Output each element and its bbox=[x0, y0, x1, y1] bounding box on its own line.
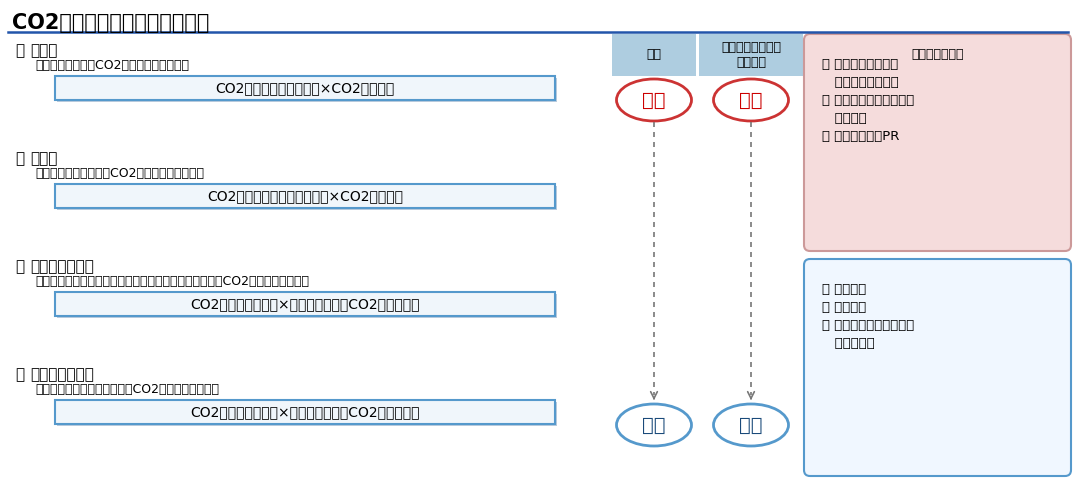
FancyBboxPatch shape bbox=[55, 400, 555, 424]
FancyBboxPatch shape bbox=[804, 34, 1071, 251]
Text: CO2算出方法の概要と位置づけ: CO2算出方法の概要と位置づけ bbox=[12, 13, 210, 33]
Text: 燃料法: 燃料法 bbox=[30, 43, 57, 58]
FancyBboxPatch shape bbox=[57, 294, 557, 318]
Text: ・ 削減対象の詳細評: ・ 削減対象の詳細評 bbox=[822, 58, 898, 71]
FancyBboxPatch shape bbox=[55, 184, 555, 208]
Text: 価及びの経年評価: 価及びの経年評価 bbox=[822, 76, 898, 89]
Text: 利用目的（例）: 利用目的（例） bbox=[911, 48, 964, 62]
FancyBboxPatch shape bbox=[57, 186, 557, 210]
Text: ・ モーダルシフト検討時: ・ モーダルシフト検討時 bbox=[822, 319, 915, 332]
Text: 高い: 高い bbox=[739, 90, 763, 110]
Text: ：燃料使用量からCO2を排出量を算出する: ：燃料使用量からCO2を排出量を算出する bbox=[36, 59, 189, 72]
Text: ・: ・ bbox=[15, 151, 24, 166]
Ellipse shape bbox=[713, 404, 789, 446]
Text: 従来トンキロ法: 従来トンキロ法 bbox=[30, 367, 94, 382]
Text: 高い: 高い bbox=[642, 90, 666, 110]
Text: ・ ステークホルダーへの: ・ ステークホルダーへの bbox=[822, 94, 915, 107]
Text: 低い: 低い bbox=[642, 416, 666, 434]
Text: の比較評価: の比較評価 bbox=[822, 337, 875, 350]
FancyBboxPatch shape bbox=[57, 78, 557, 102]
Text: ：積載率と車両の燃費種類、最大積載量別の輸送量からCO2排出量を算出する: ：積載率と車両の燃費種類、最大積載量別の輸送量からCO2排出量を算出する bbox=[36, 275, 309, 288]
FancyBboxPatch shape bbox=[55, 76, 555, 100]
Text: CO2排出量＝輸送量×従来トンキロ法CO2排出原単位: CO2排出量＝輸送量×従来トンキロ法CO2排出原単位 bbox=[190, 405, 420, 419]
Text: ・: ・ bbox=[15, 259, 24, 274]
FancyBboxPatch shape bbox=[55, 292, 555, 316]
Text: ・ 削減貢献量のPR: ・ 削減貢献量のPR bbox=[822, 130, 900, 143]
Text: CO2排出量＝輸送量×改良トンキロ法CO2排出原単位: CO2排出量＝輸送量×改良トンキロ法CO2排出原単位 bbox=[190, 297, 420, 311]
Ellipse shape bbox=[617, 404, 692, 446]
Text: CO2排出量＝輸送距離／燃費×CO2排出係数: CO2排出量＝輸送距離／燃費×CO2排出係数 bbox=[207, 189, 404, 203]
Text: 運送事業者の協力
の必要性: 運送事業者の協力 の必要性 bbox=[721, 41, 781, 69]
Text: 精度: 精度 bbox=[647, 48, 662, 62]
Text: 改良トンキロ法: 改良トンキロ法 bbox=[30, 259, 94, 274]
Text: ・ 簡易推計: ・ 簡易推計 bbox=[822, 283, 866, 296]
FancyBboxPatch shape bbox=[804, 259, 1071, 476]
FancyBboxPatch shape bbox=[699, 34, 803, 76]
Text: 情報開示: 情報開示 bbox=[822, 112, 867, 125]
Text: ・: ・ bbox=[15, 367, 24, 382]
Text: ・ 取組実績: ・ 取組実績 bbox=[822, 301, 866, 314]
Text: 低い: 低い bbox=[739, 416, 763, 434]
Ellipse shape bbox=[617, 79, 692, 121]
Text: ：輸送距離と燃費からCO2を排出量を算出する: ：輸送距離と燃費からCO2を排出量を算出する bbox=[36, 167, 204, 180]
Text: 燃費法: 燃費法 bbox=[30, 151, 57, 166]
FancyBboxPatch shape bbox=[809, 34, 1066, 76]
Text: CO2排出量＝燃料使用量×CO2排出係数: CO2排出量＝燃料使用量×CO2排出係数 bbox=[215, 81, 395, 95]
Text: ・: ・ bbox=[15, 43, 24, 58]
FancyBboxPatch shape bbox=[612, 34, 696, 76]
FancyBboxPatch shape bbox=[57, 402, 557, 426]
Text: ：車種別モード別輸送量からCO2排出量を算出する: ：車種別モード別輸送量からCO2排出量を算出する bbox=[36, 383, 220, 396]
Ellipse shape bbox=[713, 79, 789, 121]
